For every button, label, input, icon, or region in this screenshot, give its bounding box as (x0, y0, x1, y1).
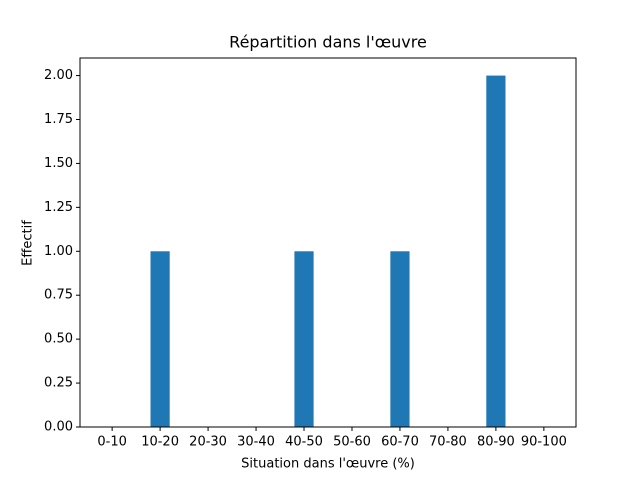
y-tick-label: 1.00 (44, 244, 73, 259)
y-tick-label: 1.75 (44, 112, 73, 127)
y-tick-label: 0.00 (44, 420, 73, 435)
x-axis-label: Situation dans l'œuvre (%) (241, 457, 415, 472)
y-axis-label: Effectif (21, 220, 36, 266)
y-tick-label: 1.25 (44, 200, 73, 215)
x-tick-label: 90-100 (521, 435, 567, 450)
x-tick-label: 70-80 (429, 435, 467, 450)
y-tick-label: 2.00 (44, 68, 73, 83)
bar (390, 251, 410, 427)
x-tick-label: 30-40 (237, 435, 275, 450)
x-tick-label: 60-70 (381, 435, 419, 450)
x-tick-label: 20-30 (189, 435, 227, 450)
bar (294, 251, 314, 427)
plot-frame (79, 57, 577, 428)
y-tick-label: 0.75 (44, 288, 73, 303)
x-tick-label: 40-50 (285, 435, 323, 450)
y-tick-label: 1.50 (44, 156, 73, 171)
y-tick-label: 0.50 (44, 332, 73, 347)
bar (486, 75, 506, 428)
chart-title: Répartition dans l'œuvre (229, 33, 427, 52)
x-tick-label: 0-10 (97, 435, 127, 450)
x-tick-label: 10-20 (141, 435, 179, 450)
x-tick-label: 80-90 (477, 435, 515, 450)
y-tick-label: 0.25 (44, 376, 73, 391)
bar (150, 251, 170, 427)
x-tick-label: 50-60 (333, 435, 371, 450)
